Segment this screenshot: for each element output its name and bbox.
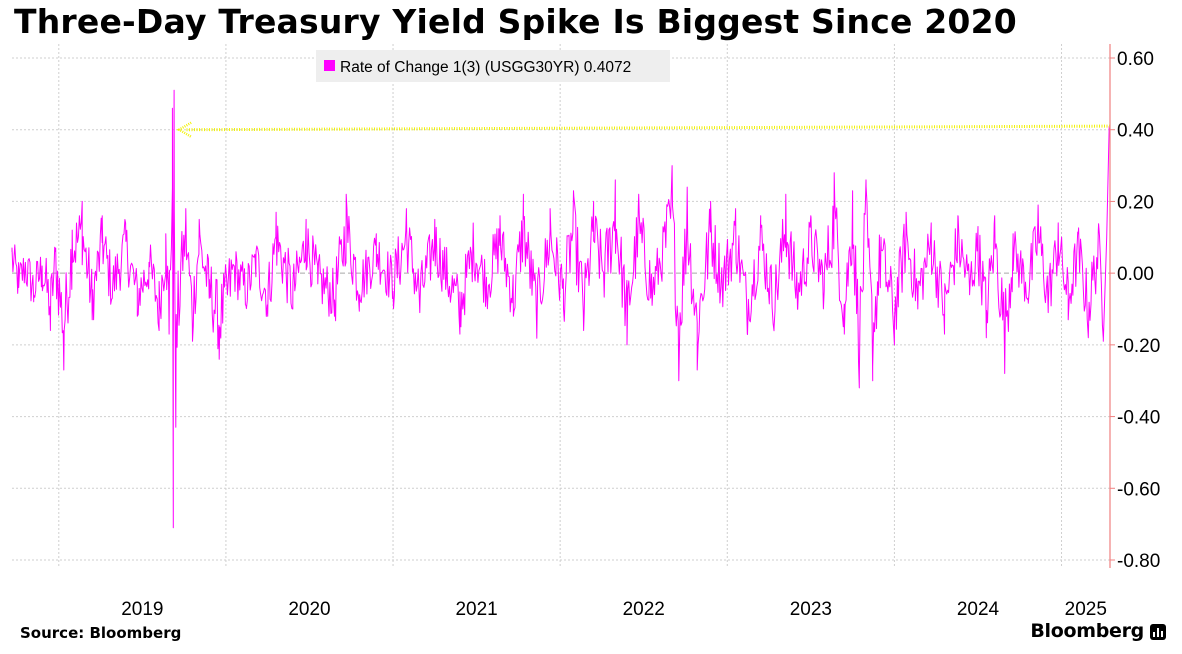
y-tick-label: 0.60 [1117, 49, 1154, 70]
legend-box [316, 50, 670, 82]
gridlines [12, 44, 1110, 568]
y-tick-label: -0.80 [1117, 551, 1160, 572]
series-layer [11, 89, 1110, 529]
x-tick-label: 2020 [288, 599, 330, 620]
legend-label: Rate of Change 1(3) (USGG30YR) 0.4072 [340, 59, 631, 76]
y-tick-label: -0.40 [1117, 408, 1160, 429]
brand-name: Bloomberg [1030, 620, 1144, 642]
x-tick-label: 2019 [121, 599, 163, 620]
y-tick-label: -0.60 [1117, 479, 1160, 500]
x-tick-label: 2022 [623, 599, 665, 620]
x-tick-label: 2021 [455, 599, 497, 620]
annotation-arrow-shaft [185, 124, 1111, 132]
series-line-rate-of-change [11, 89, 1110, 529]
chart-title: Three-Day Treasury Yield Spike Is Bigges… [14, 2, 1017, 41]
brand-logo: Bloomberg [1030, 620, 1166, 642]
legend: Rate of Change 1(3) (USGG30YR) 0.4072 [316, 50, 670, 82]
y-axis: 0.60 0.40 0.20 0.00 -0.20 -0.40 -0.60 -0.80 [1109, 44, 1160, 572]
source-note: Source: Bloomberg [20, 624, 182, 642]
y-tick-label: 0.00 [1117, 264, 1154, 285]
y-tick-label: 0.40 [1117, 121, 1154, 142]
x-tick-label: 2023 [790, 599, 832, 620]
x-tick-label: 2025 [1065, 599, 1107, 620]
y-tick-label: -0.20 [1117, 336, 1160, 357]
x-axis: 2019 2020 2021 2022 2023 2024 2025 [121, 599, 1107, 620]
terminal-icon [1150, 624, 1166, 640]
y-tick-label: 0.20 [1117, 192, 1154, 213]
annotation-arrow-head [176, 121, 192, 138]
x-tick-label: 2024 [957, 599, 1000, 620]
legend-swatch [324, 60, 335, 71]
annotation-layer [176, 121, 1111, 138]
